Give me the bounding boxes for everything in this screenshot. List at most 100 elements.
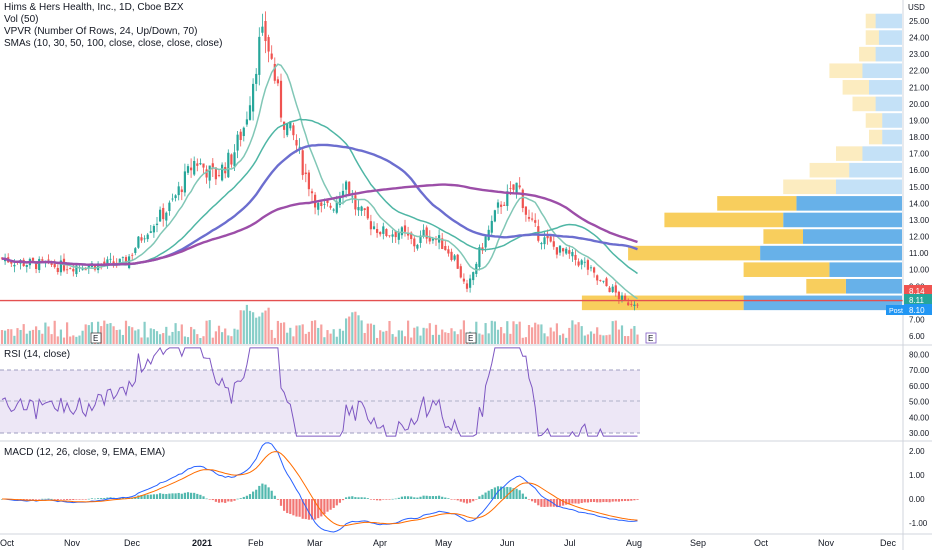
volume-bar — [4, 330, 7, 344]
earnings-marker — [90, 332, 102, 344]
macd-histogram-bar — [50, 498, 53, 500]
volume-bar — [617, 329, 620, 344]
macd-histogram-bar — [25, 499, 28, 500]
candle-body — [317, 202, 320, 210]
macd-histogram-bar — [168, 493, 171, 499]
candle-body — [292, 125, 295, 136]
candle-body — [205, 169, 208, 178]
candle-body — [379, 232, 382, 235]
volume-bar — [149, 328, 152, 344]
volume-bar — [521, 337, 524, 344]
volume-bar — [245, 304, 248, 344]
volume-profile-up-bar — [862, 63, 902, 79]
volume-bar — [146, 337, 149, 344]
macd-histogram-bar — [28, 499, 31, 500]
volume-bar — [44, 322, 47, 344]
volume-profile — [581, 13, 902, 311]
volume-profile-up-bar — [829, 262, 902, 277]
macd-pane: MACD (12, 26, close, 9, EMA, EMA) 2.00 1.… — [0, 442, 928, 533]
volume-bar — [50, 334, 53, 344]
macd-histogram-bar — [162, 493, 165, 499]
macd-histogram-bar — [624, 499, 627, 501]
volume-bar — [109, 323, 112, 344]
volume-bar — [22, 324, 25, 344]
macd-histogram-bar — [180, 493, 183, 499]
earnings-marker-label: E — [468, 334, 473, 343]
volume-bar — [193, 329, 196, 344]
volume-bar — [155, 331, 159, 344]
volume-bar — [478, 333, 481, 344]
earnings-marker-label: E — [93, 334, 98, 343]
candle-body — [633, 304, 636, 306]
macd-histogram-bar — [248, 494, 252, 499]
macd-histogram-bar — [221, 499, 224, 503]
volume-bar — [35, 326, 38, 344]
macd-histogram-bar — [472, 499, 475, 502]
volume-bar — [7, 329, 10, 344]
volume-bar — [422, 327, 425, 344]
candle-body — [608, 287, 611, 293]
macd-histogram-bar — [568, 499, 571, 505]
volume-profile-up-bar — [803, 229, 902, 244]
volume-bar — [611, 321, 614, 344]
volume-bar — [382, 331, 385, 344]
volume-bar — [270, 329, 273, 344]
macd-histogram-bar — [273, 495, 276, 499]
volume-profile-down-bar — [628, 245, 761, 261]
volume-profile-down-bar — [865, 30, 879, 45]
volume-bar — [252, 312, 255, 344]
time-axis[interactable]: Oct Nov Dec 2021 Feb Mar Apr May Jun Jul Aug Sep Oct… — [0, 538, 897, 548]
macd-histogram-bar — [543, 499, 546, 507]
price-tick-label: 10.00 — [909, 266, 930, 275]
candle-body — [503, 204, 506, 206]
volume-bar — [10, 329, 13, 344]
time-axis-label: Aug — [626, 538, 642, 548]
price-tick-label: 19.00 — [909, 116, 930, 125]
candle-body — [385, 229, 388, 236]
volume-bar — [202, 336, 205, 344]
candle-body — [103, 261, 106, 265]
macd-histogram-bar — [487, 490, 490, 499]
volume-bar — [527, 325, 531, 344]
candle-body — [555, 247, 558, 255]
candle-body — [372, 226, 376, 230]
volume-bar — [211, 337, 214, 344]
volume-bar — [456, 334, 459, 344]
macd-histogram-bar — [456, 499, 459, 501]
macd-histogram-bar — [562, 499, 565, 506]
macd-tick-label: -1.00 — [909, 519, 928, 528]
macd-histogram-bar — [314, 499, 317, 520]
candle-body — [434, 239, 438, 241]
candle-body — [109, 258, 112, 260]
candle-body — [273, 63, 276, 81]
macd-histogram-bar — [279, 499, 283, 506]
candle-body — [183, 171, 186, 193]
macd-histogram-bar — [310, 499, 314, 520]
volume-bar — [103, 320, 106, 344]
macd-histogram-bar — [388, 499, 391, 500]
volume-bar — [177, 331, 180, 344]
macd-tick-label: 0.00 — [909, 495, 925, 504]
rsi-axis: 80.00 70.00 60.00 50.00 40.00 30.00 — [909, 350, 930, 438]
earnings-marker-label: E — [648, 334, 653, 343]
macd-histogram-bar — [59, 499, 62, 500]
candle-body — [444, 246, 447, 251]
volume-profile-down-bar — [842, 80, 869, 95]
volume-bar — [227, 335, 230, 344]
candle-body — [568, 250, 571, 254]
candle-body — [168, 202, 171, 212]
macd-histogram-bar — [558, 499, 562, 507]
volume-bar — [84, 324, 87, 344]
candle-body — [360, 206, 363, 211]
candle-body — [149, 231, 152, 233]
volume-bar — [441, 329, 444, 344]
volume-bar — [506, 321, 509, 344]
macd-histogram-bar — [509, 487, 512, 499]
volume-bar — [180, 324, 183, 344]
macd-histogram-bar — [484, 492, 487, 499]
volume-bar — [372, 324, 376, 344]
volume-bar — [255, 317, 258, 344]
volume-profile-down-bar — [743, 262, 830, 277]
volume-bar — [208, 320, 211, 344]
volume-profile-up-bar — [869, 80, 902, 95]
